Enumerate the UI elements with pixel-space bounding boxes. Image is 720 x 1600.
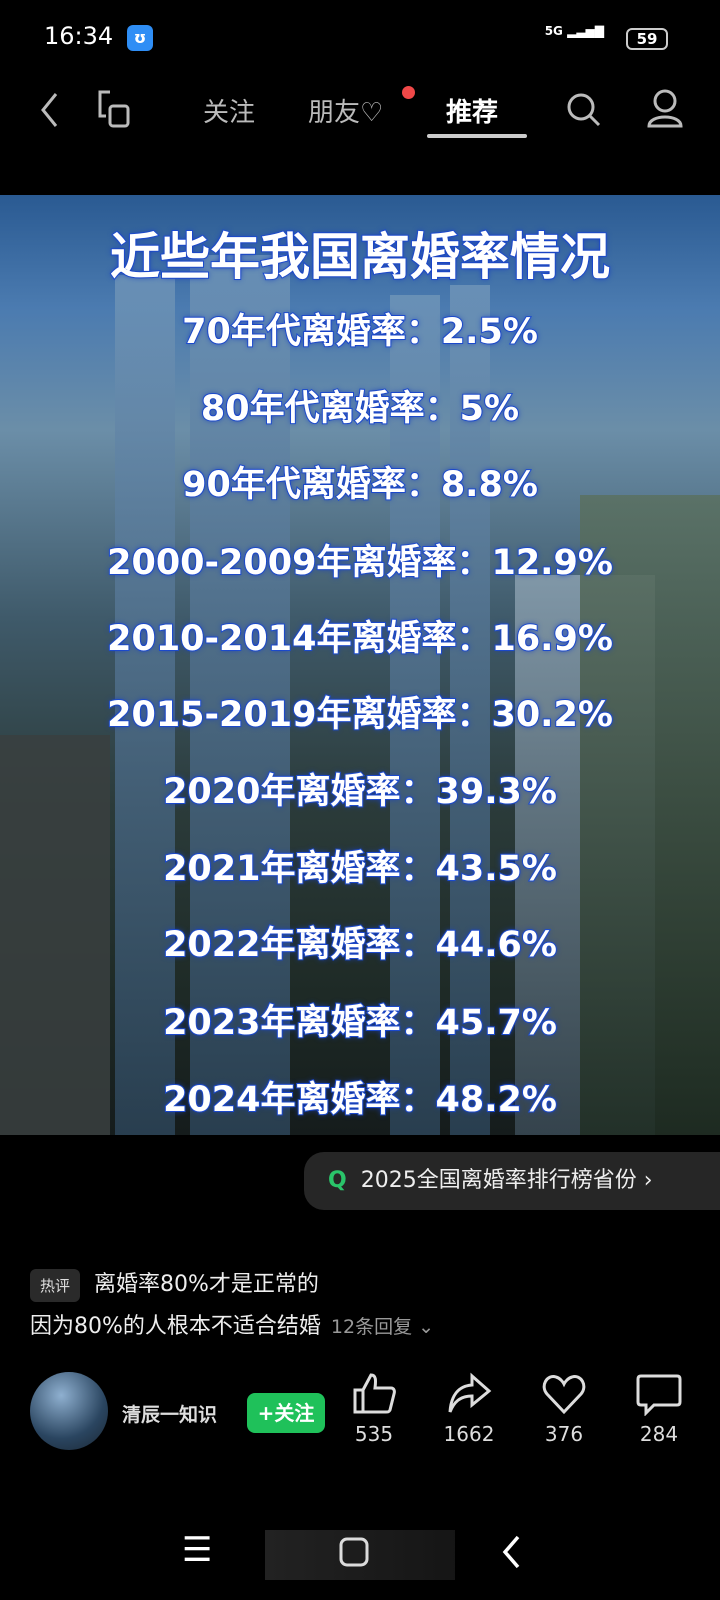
like-count: 535 bbox=[354, 1422, 394, 1446]
thumbs-up-icon bbox=[353, 1373, 396, 1414]
video-row: 90年代离婚率：8.8% bbox=[181, 464, 539, 506]
replies-toggle[interactable]: 12条回复 ⌄ bbox=[330, 1316, 435, 1338]
back-nav-icon[interactable] bbox=[500, 1534, 524, 1570]
video-row: 2023年离婚率：45.7% bbox=[162, 1002, 558, 1044]
video-row: 2010-2014年离婚率：16.9% bbox=[106, 618, 614, 660]
search-icon[interactable] bbox=[566, 92, 602, 128]
video-row: 80年代离婚率：5% bbox=[200, 388, 520, 430]
video-row: 2020年离婚率：39.3% bbox=[162, 771, 558, 813]
menu-icon[interactable]: ☰ bbox=[182, 1530, 213, 1570]
share-count: 1662 bbox=[443, 1422, 495, 1446]
related-search-link[interactable]: Q 2025全国离婚率排行榜省份 › bbox=[304, 1152, 720, 1210]
comment-text: 离婚率80%才是正常的 bbox=[94, 1272, 319, 1297]
signal-icon: 5G ▂▃▅▇ bbox=[544, 24, 604, 38]
share-button[interactable]: 1662 bbox=[434, 1372, 504, 1446]
comment-text: 因为80%的人根本不适合结婚 bbox=[30, 1314, 321, 1339]
follow-button[interactable]: +关注 bbox=[247, 1393, 325, 1433]
tab-friends[interactable]: 朋友♡ bbox=[308, 98, 384, 128]
app-notification-icon: ʊ bbox=[127, 25, 153, 51]
comment-count: 284 bbox=[639, 1422, 679, 1446]
favorite-count: 376 bbox=[544, 1422, 584, 1446]
heart-icon bbox=[542, 1375, 586, 1415]
watermark-logo bbox=[265, 1530, 455, 1580]
video-row: 2022年离婚率：44.6% bbox=[162, 924, 558, 966]
comment-line: 因为80%的人根本不适合结婚 12条回复 ⌄ bbox=[30, 1308, 434, 1340]
comment-icon bbox=[636, 1374, 682, 1416]
notification-dot bbox=[402, 86, 415, 99]
like-button[interactable]: 535 bbox=[339, 1372, 409, 1446]
search-icon: Q bbox=[328, 1168, 347, 1193]
replies-count: 12条回复 bbox=[330, 1316, 413, 1338]
tab-follow[interactable]: 关注 bbox=[203, 98, 256, 128]
video-row: 2021年离婚率：43.5% bbox=[162, 848, 558, 890]
video-row: 70年代离婚率：2.5% bbox=[181, 311, 539, 353]
search-suggestion-text: 2025全国离婚率排行榜省份 bbox=[360, 1168, 637, 1193]
active-tab-indicator bbox=[427, 134, 527, 138]
top-nav: 关注 朋友♡ 推荐 bbox=[0, 86, 720, 138]
multi-window-icon[interactable] bbox=[96, 90, 132, 128]
hot-comment-badge: 热评 bbox=[30, 1268, 81, 1302]
profile-icon[interactable] bbox=[646, 88, 684, 128]
comment-button[interactable]: 284 bbox=[624, 1372, 694, 1446]
hot-comment[interactable]: 热评 离婚率80%才是正常的 bbox=[30, 1266, 319, 1302]
chevron-right-icon: › bbox=[643, 1168, 653, 1193]
back-icon[interactable] bbox=[38, 92, 62, 128]
share-icon bbox=[448, 1372, 492, 1413]
video-title: 近些年我国离婚率情况 bbox=[109, 227, 611, 287]
network-type: 5G bbox=[544, 24, 563, 38]
video-row: 2015-2019年离婚率：30.2% bbox=[106, 694, 614, 736]
author-name[interactable]: 清辰一知识 bbox=[122, 1404, 218, 1426]
video-row: 2000-2009年离婚率：12.9% bbox=[106, 542, 614, 584]
video-player[interactable]: 近些年我国离婚率情况 70年代离婚率：2.5% 80年代离婚率：5% 90年代离… bbox=[0, 195, 720, 1135]
avatar[interactable] bbox=[30, 1372, 108, 1450]
status-time: 16:34 bbox=[44, 22, 114, 50]
battery-icon: 59 bbox=[626, 28, 668, 50]
home-icon[interactable] bbox=[338, 1536, 370, 1568]
video-row: 2024年离婚率：48.2% bbox=[162, 1079, 558, 1121]
favorite-button[interactable]: 376 bbox=[529, 1372, 599, 1446]
tab-recommend[interactable]: 推荐 bbox=[446, 98, 499, 128]
